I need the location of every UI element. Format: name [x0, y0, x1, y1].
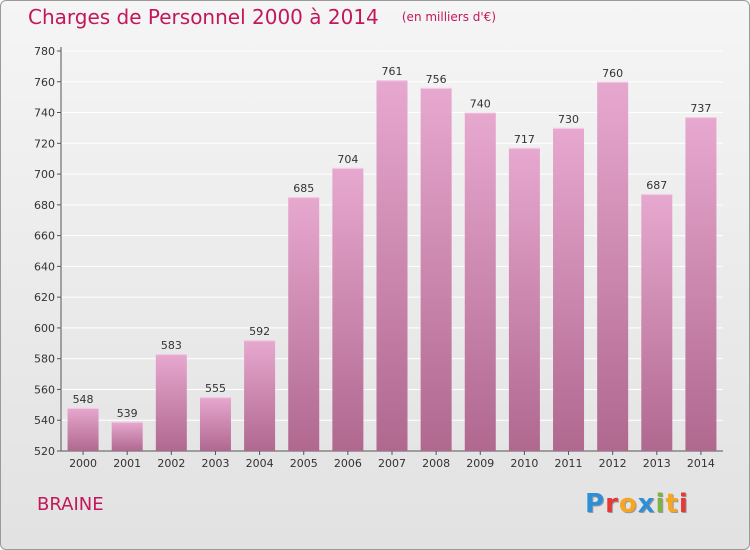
y-tick-label: 540 [34, 414, 55, 427]
x-tick-label: 2008 [422, 457, 450, 470]
logo-letter: o [618, 489, 638, 519]
data-label: 592 [249, 325, 270, 338]
chart-title: Charges de Personnel 2000 à 2014 [28, 5, 379, 29]
x-tick-label: 2002 [157, 457, 185, 470]
logo-letter: P [585, 489, 606, 519]
bar [155, 354, 187, 451]
bar [464, 112, 496, 452]
x-tick-label: 2004 [246, 457, 274, 470]
logo-letter: i [655, 489, 666, 519]
bar [332, 167, 364, 451]
data-label: 685 [293, 182, 314, 195]
bar [641, 194, 673, 452]
x-tick-label: 2010 [510, 457, 538, 470]
data-label: 539 [117, 407, 138, 420]
x-tick-label: 2006 [334, 457, 362, 470]
y-tick-label: 640 [34, 260, 55, 273]
bar [288, 197, 320, 451]
data-label: 548 [73, 393, 94, 406]
bar [67, 407, 99, 451]
bar [111, 421, 143, 451]
commune-name: BRAINE [37, 494, 104, 515]
data-label: 717 [514, 133, 535, 146]
y-tick-label: 700 [34, 168, 55, 181]
data-label: 555 [205, 382, 226, 395]
data-label: 740 [470, 98, 491, 111]
data-label: 730 [558, 113, 579, 126]
data-label: 687 [646, 179, 667, 192]
y-tick-label: 740 [34, 107, 55, 120]
logo-letter: i [678, 489, 689, 519]
x-tick-label: 2012 [599, 457, 627, 470]
y-tick-label: 720 [34, 137, 55, 150]
y-tick-label: 560 [34, 383, 55, 396]
proxiti-logo: Proxiti [585, 489, 689, 519]
bar [597, 81, 629, 452]
y-tick-label: 760 [34, 76, 55, 89]
x-tick-label: 2001 [113, 457, 141, 470]
y-tick-label: 600 [34, 322, 55, 335]
bar [685, 117, 717, 452]
data-label: 583 [161, 339, 182, 352]
x-tick-label: 2014 [687, 457, 715, 470]
logo-letter: x [637, 489, 656, 519]
bar [376, 80, 408, 451]
x-tick-label: 2011 [555, 457, 583, 470]
chart-subtitle: (en milliers d'€) [401, 10, 496, 24]
bar [420, 87, 452, 451]
y-tick-label: 660 [34, 230, 55, 243]
y-tick-label: 520 [34, 445, 55, 458]
data-label: 737 [690, 102, 711, 115]
y-tick-label: 680 [34, 199, 55, 212]
logo-letter: t [665, 489, 679, 519]
x-tick-label: 2007 [378, 457, 406, 470]
bar [199, 397, 231, 451]
x-tick-label: 2000 [69, 457, 97, 470]
bar [244, 340, 276, 451]
data-label: 761 [382, 65, 403, 78]
data-label: 760 [602, 67, 623, 80]
x-tick-label: 2009 [466, 457, 494, 470]
logo-letter: r [605, 489, 619, 519]
bar [553, 127, 585, 451]
x-tick-label: 2005 [290, 457, 318, 470]
x-tick-label: 2013 [643, 457, 671, 470]
y-tick-label: 580 [34, 353, 55, 366]
y-tick-label: 620 [34, 291, 55, 304]
title-row: Charges de Personnel 2000 à 2014 (en mil… [28, 5, 496, 29]
y-tick-label: 780 [34, 45, 55, 58]
data-label: 756 [426, 73, 447, 86]
data-label: 704 [337, 153, 358, 166]
bar [508, 147, 540, 451]
x-tick-label: 2003 [201, 457, 229, 470]
